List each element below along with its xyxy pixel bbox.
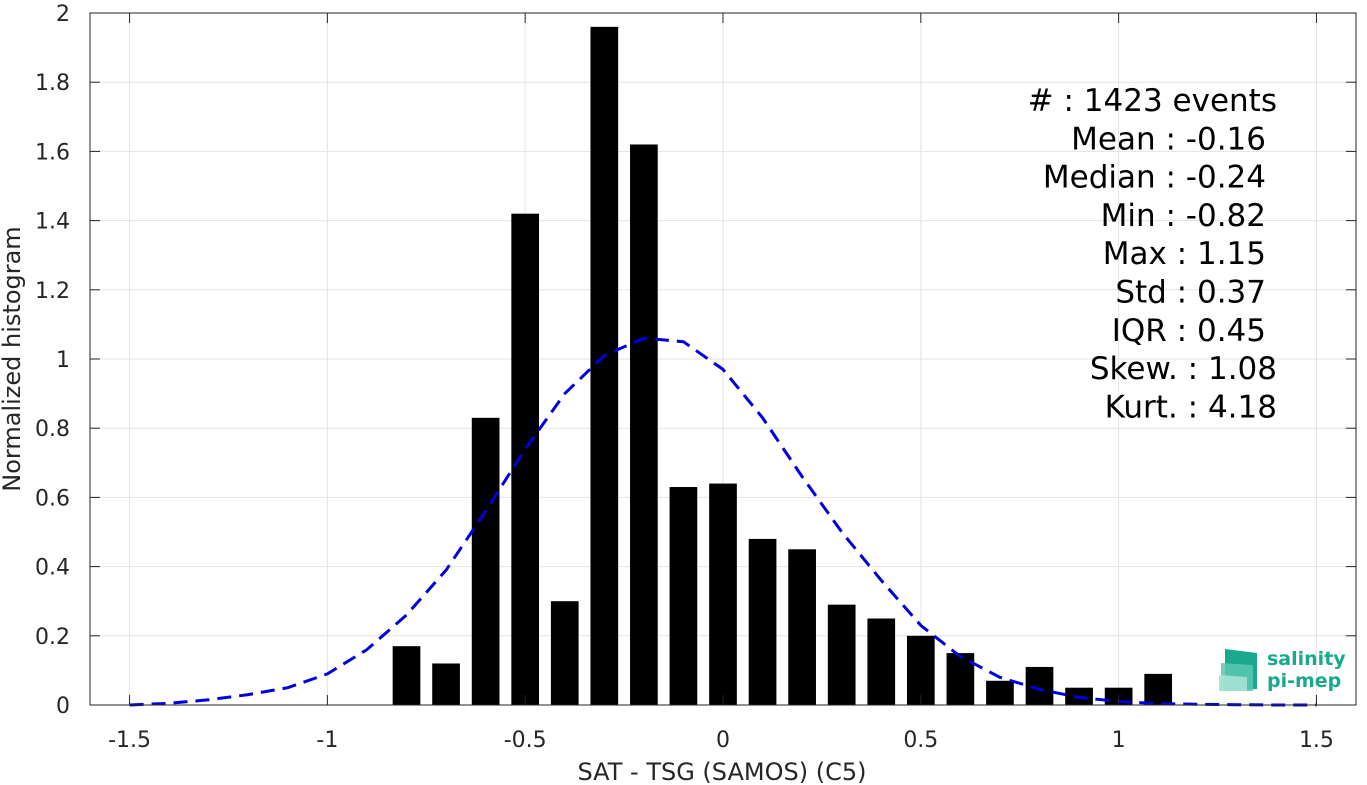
x-axis-ticks: -1.5 -1 -0.5 0 0.5 1 1.5 [108,13,1334,753]
y-tick-label: 1.6 [35,140,70,165]
x-tick-label: 0 [716,728,730,753]
x-tick-label: -1.5 [108,728,151,753]
histogram-bar [1025,666,1054,705]
histogram-bar [511,213,540,705]
histogram-bar [906,635,935,705]
x-axis-label: SAT - TSG (SAMOS) (C5) [578,758,867,785]
y-tick-label: 1 [56,348,70,373]
stat-line: Max : 1.15 [1103,236,1266,272]
y-axis-ticks: 0 0.2 0.4 0.6 0.8 1 1.2 1.4 1.6 1.8 2 [35,2,1356,719]
histogram-bar [748,538,777,705]
x-tick-label: 1.5 [1299,728,1334,753]
histogram-bar [432,663,460,705]
y-tick-label: 1.8 [35,71,70,96]
histogram-bar [788,549,816,705]
histogram-bar [590,26,619,705]
histogram-bar [709,483,737,705]
x-tick-label: -1 [316,728,338,753]
x-tick-label: 0.5 [903,728,938,753]
logo-mark-icon [1219,649,1257,691]
y-tick-label: 1.4 [35,210,70,235]
stat-line: # : 1423 events [1028,83,1277,119]
stat-line: Std : 0.37 [1115,275,1266,311]
histogram-bar [550,601,579,705]
logo-text-salinity: salinity [1267,648,1346,670]
y-tick-label: 0 [56,694,70,719]
histogram-bar [471,417,500,705]
logo-text-pi-mep: pi-mep [1267,670,1341,692]
stat-line: Min : -0.82 [1101,198,1266,234]
histogram-bar [986,680,1014,705]
histogram-bar [392,646,421,705]
y-tick-label: 0.4 [35,556,70,581]
y-axis-label: Normalized histogram [0,226,26,491]
x-tick-label: -0.5 [504,728,547,753]
histogram-bar [630,144,658,706]
salinity-pi-mep-logo: salinity pi-mep [1219,648,1346,692]
bars-group [392,26,1173,706]
x-tick-label: 1 [1112,728,1126,753]
histogram-bar [669,487,698,705]
histogram-bar [946,653,975,705]
stat-line: IQR : 0.45 [1112,313,1266,349]
y-tick-label: 0.2 [35,625,70,650]
y-tick-label: 2 [56,2,70,27]
stat-line: Kurt. : 4.18 [1105,389,1277,425]
stat-line: Median : -0.24 [1043,160,1266,196]
histogram-bar [1144,673,1173,705]
histogram-bar [867,618,896,705]
y-tick-label: 0.6 [35,486,70,511]
stat-line: Mean : -0.16 [1071,121,1266,157]
y-tick-label: 0.8 [35,417,70,442]
histogram-bar [827,604,856,705]
stat-line: Skew. : 1.08 [1090,351,1277,387]
y-tick-label: 1.2 [35,279,70,304]
